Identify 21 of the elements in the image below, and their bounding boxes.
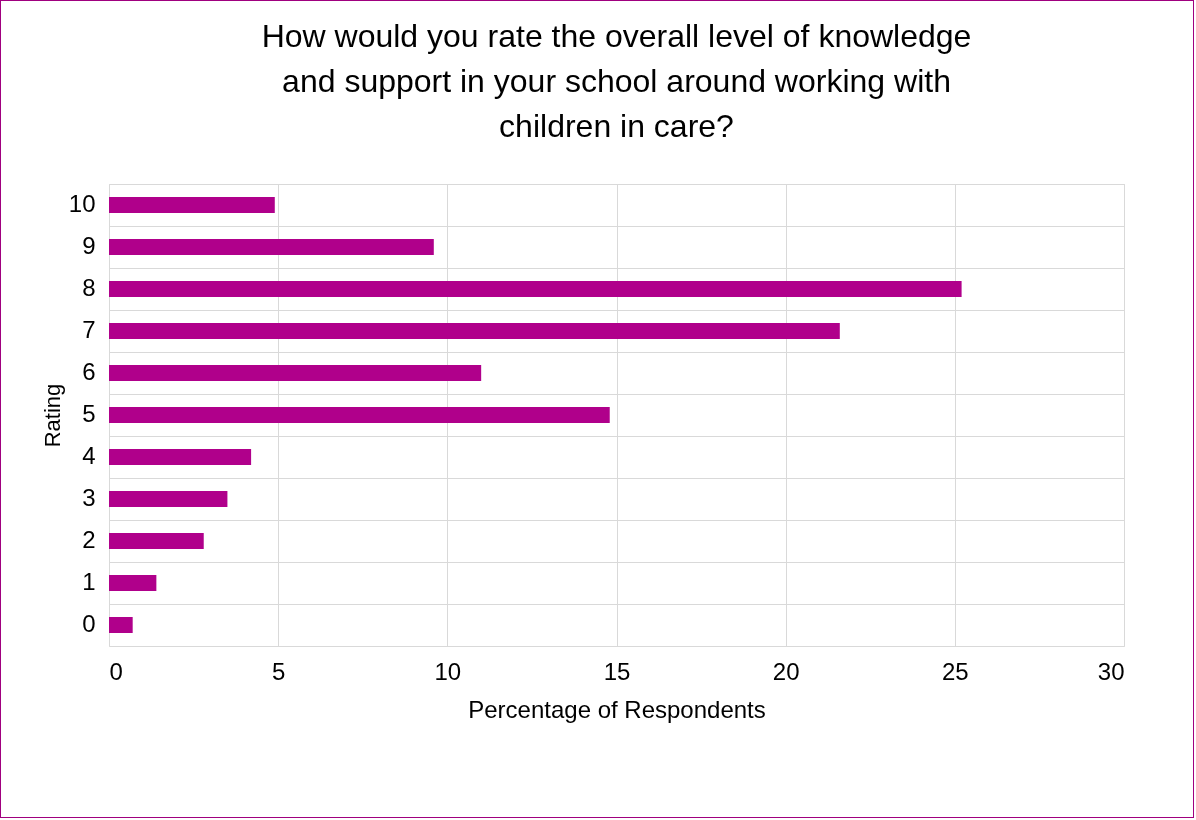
y-tick-label: 8 xyxy=(82,274,96,301)
y-tick-label: 9 xyxy=(82,232,96,259)
chart-title: How would you rate the overall level of knowledge and support in your school around working with children in care? xyxy=(261,18,972,144)
y-tick-label: 5 xyxy=(82,400,96,427)
y-tick-label: 1 xyxy=(82,568,96,595)
x-tick-label: 20 xyxy=(772,657,800,685)
x-tick-label: 5 xyxy=(271,657,286,685)
x-tick-label: 10 xyxy=(434,657,462,685)
x-axis-title: Percentage of Respondents xyxy=(468,695,766,723)
y-tick-label: 4 xyxy=(82,442,96,469)
x-tick-label: 30 xyxy=(1097,657,1125,685)
x-tick-label: 25 xyxy=(941,657,969,685)
y-tick-label: 2 xyxy=(82,526,96,553)
y-tick-label: 0 xyxy=(82,610,96,637)
y-tick-label: 7 xyxy=(82,316,96,343)
x-tick-label: 15 xyxy=(603,657,631,685)
y-tick-label: 10 xyxy=(68,190,96,217)
y-tick-label: 3 xyxy=(82,484,96,511)
x-tick-label: 0 xyxy=(109,657,123,685)
y-axis-title: Rating xyxy=(39,383,65,448)
y-tick-label: 6 xyxy=(82,358,96,385)
